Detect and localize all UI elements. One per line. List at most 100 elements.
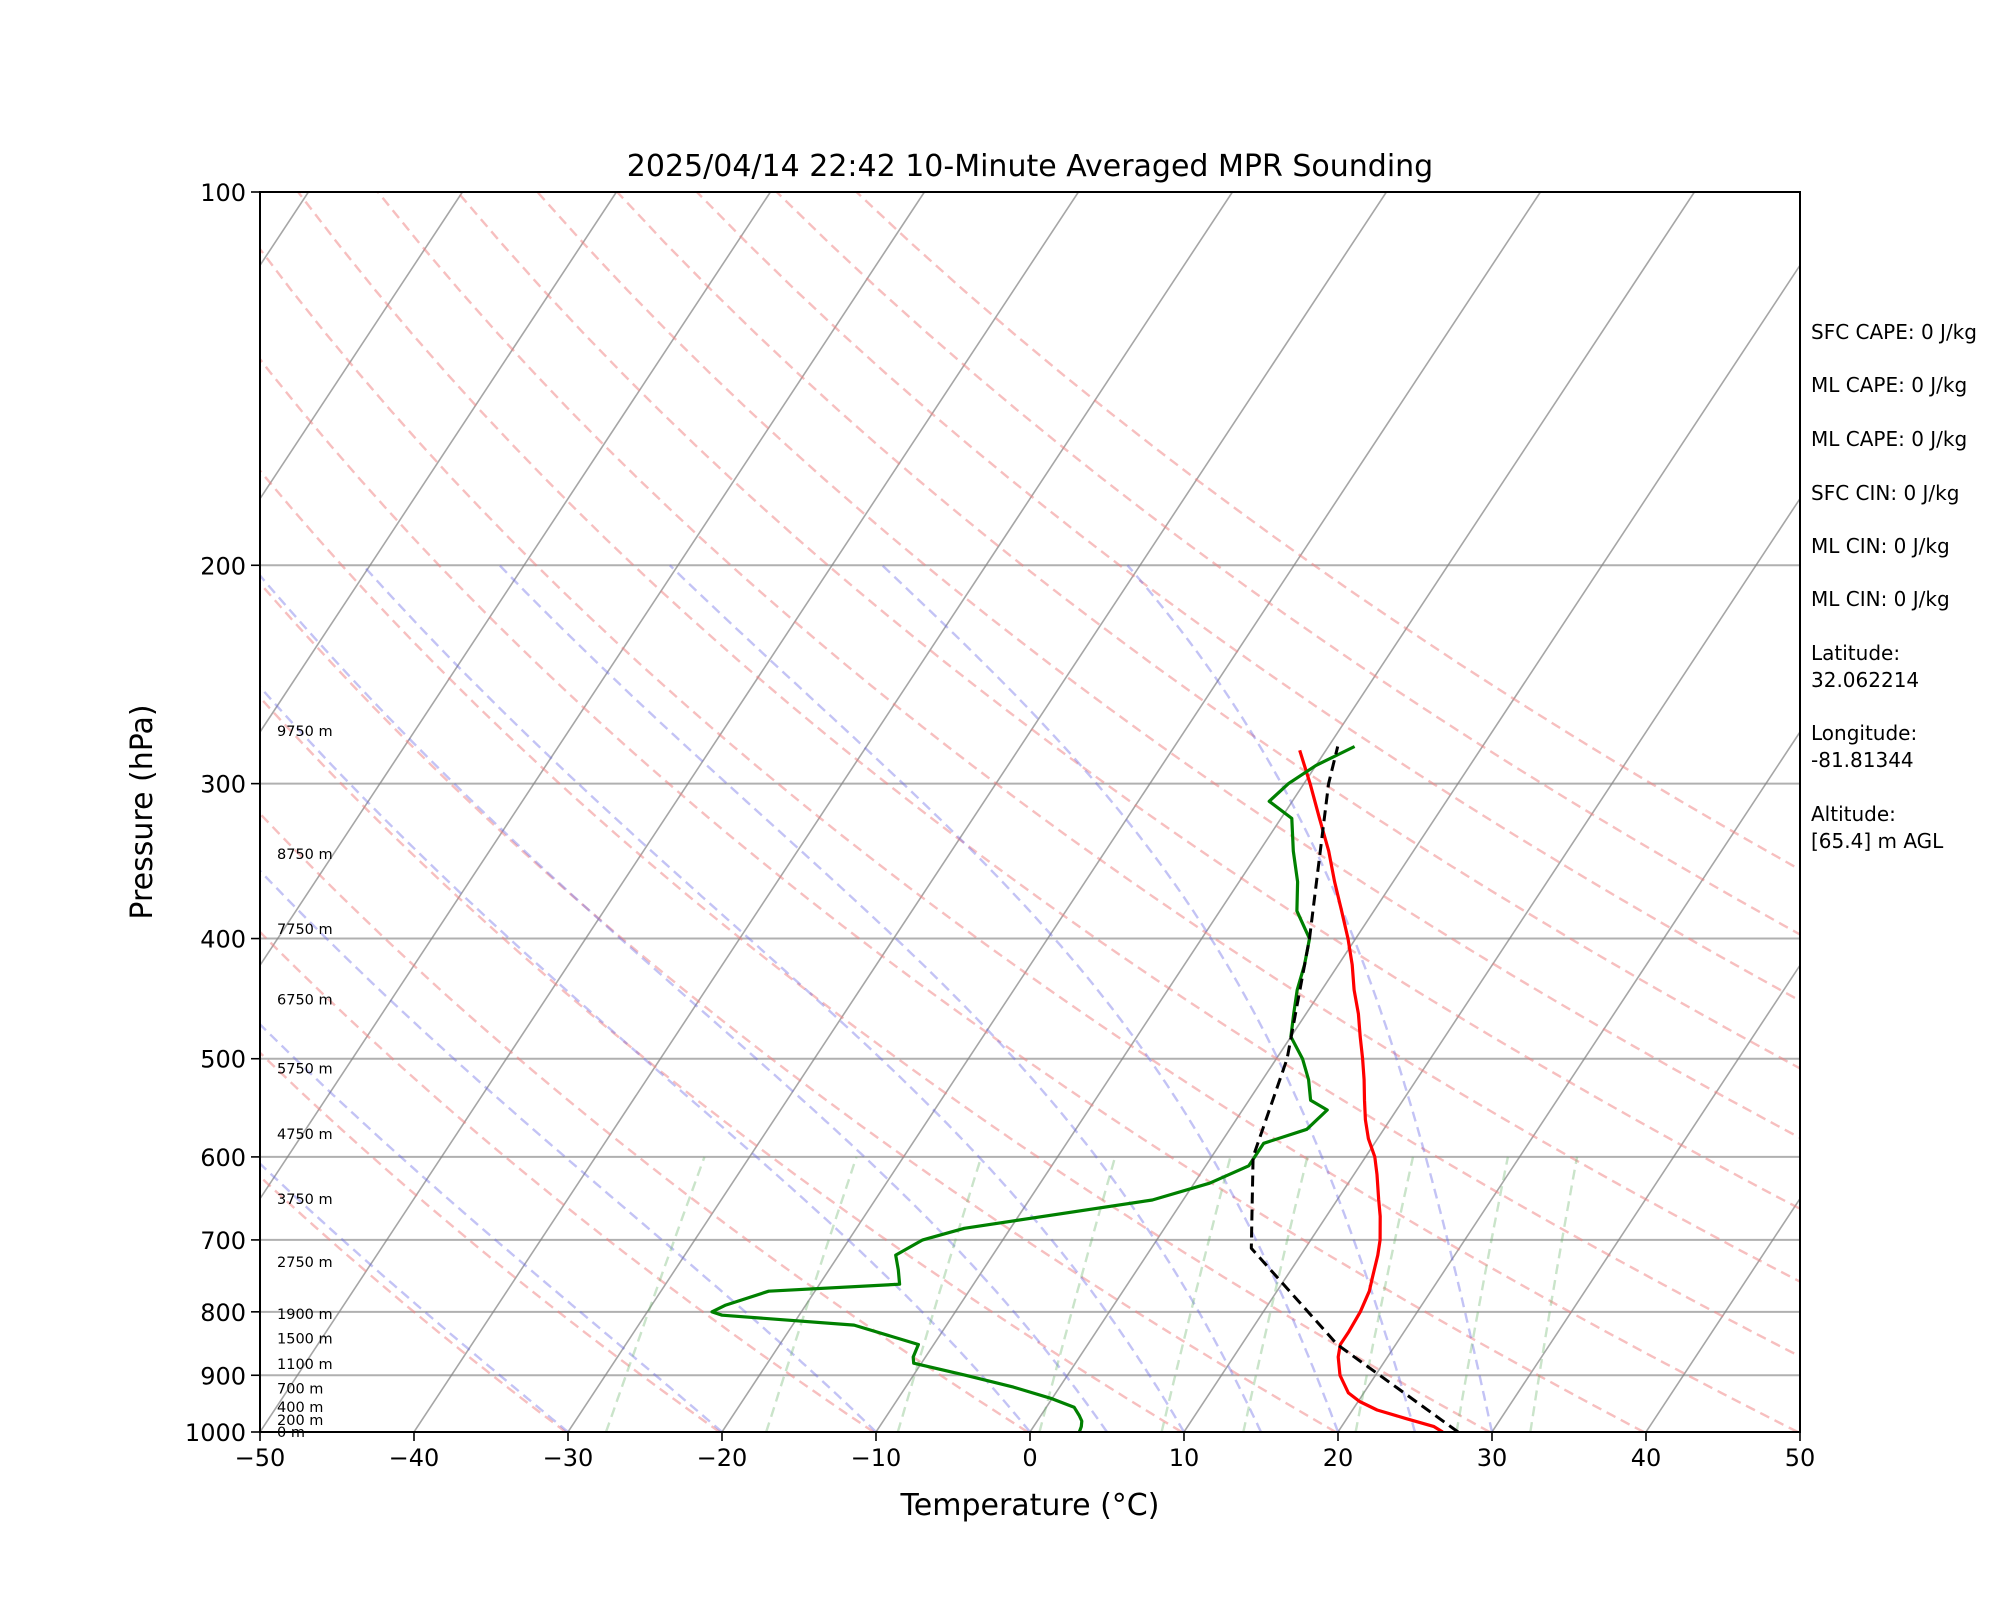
sfc-cin-text: SFC CIN: 0 J/kg [1811, 481, 1959, 505]
isotherm [413, 192, 1234, 1432]
height-label: 1100 m [277, 1357, 333, 1373]
height-label: 1900 m [277, 1307, 333, 1323]
isotherm [721, 192, 1542, 1432]
height-label: 1500 m [277, 1332, 333, 1348]
mixing-ratio-line [1160, 1156, 1232, 1432]
moist-adiabat [260, 1022, 723, 1432]
isotherm [260, 192, 772, 967]
x-tick-label: 20 [1323, 1444, 1354, 1472]
height-label: 700 m [277, 1381, 323, 1397]
moist-adiabat [498, 564, 1263, 1432]
dry-adiabat [260, 811, 1029, 1432]
axis-ticks: −50 −40 −30 −20 −10 0 10 20 30 40 50 100 200 300 400 50… [185, 179, 1815, 1472]
moist-adiabat [260, 685, 1031, 1432]
y-tick-label: 300 [200, 771, 246, 799]
isotherm [260, 192, 926, 1201]
y-tick-label: 500 [200, 1046, 246, 1074]
dry-adiabat [260, 1051, 721, 1432]
longitude-value: -81.81344 [1811, 748, 1914, 772]
x-axis-label: Temperature (°C) [900, 1488, 1160, 1523]
y-tick-label: 600 [200, 1144, 246, 1172]
dry-adiabat [376, 192, 1800, 1284]
mixing-ratio-line [604, 1156, 706, 1432]
y-tick-label: 400 [200, 926, 246, 954]
isotherm [260, 192, 464, 501]
sounding-annotations: SFC CAPE: 0 J/kg ML CAPE: 0 J/kg ML CAPE… [1811, 320, 1977, 853]
x-tick-label: −50 [235, 1444, 286, 1472]
isotherm [260, 192, 618, 734]
x-tick-label: 30 [1477, 1444, 1508, 1472]
ml-cin-text: ML CIN: 0 J/kg [1811, 534, 1950, 558]
isotherm [260, 192, 1080, 1432]
longitude-label: Longitude: [1811, 721, 1917, 745]
mixing-ratio-line [1354, 1156, 1415, 1432]
y-axis-label: Pressure (hPa) [125, 704, 160, 919]
dry-adiabat [775, 192, 1800, 936]
moist-adiabat [668, 564, 1340, 1432]
background-lines [260, 192, 1800, 1432]
moist-adiabat [362, 564, 1186, 1432]
isotherm [1645, 1197, 1800, 1432]
dry-adiabat [616, 192, 1800, 1070]
temperature-profile-line [1298, 749, 1444, 1432]
isotherm [1029, 263, 1800, 1432]
height-label: 0 m [277, 1425, 305, 1441]
ml-cin-text-2: ML CIN: 0 J/kg [1811, 587, 1950, 611]
altitude-label: Altitude: [1811, 802, 1896, 826]
latitude-label: Latitude: [1811, 641, 1900, 665]
x-tick-label: 40 [1631, 1444, 1662, 1472]
dry-adiabat [260, 468, 1491, 1432]
y-tick-label: 900 [200, 1362, 246, 1390]
dry-adiabat [456, 192, 1800, 1211]
dry-adiabat [536, 192, 1800, 1140]
dry-adiabat [260, 247, 1799, 1432]
mixing-ratio-line [1242, 1156, 1309, 1432]
y-tick-label: 100 [200, 179, 246, 207]
x-tick-label: 0 [1022, 1444, 1037, 1472]
dry-adiabat [297, 192, 1800, 1358]
x-tick-label: 50 [1785, 1444, 1816, 1472]
dry-adiabat [260, 695, 1183, 1432]
x-tick-label: −30 [543, 1444, 594, 1472]
dewpoint-profile-line [710, 745, 1356, 1432]
dry-adiabat [260, 357, 1645, 1432]
mixing-ratio-line [1529, 1156, 1579, 1432]
height-label: 400 m [277, 1400, 323, 1416]
x-tick-label: −40 [389, 1444, 440, 1472]
latitude-value: 32.062214 [1811, 668, 1919, 692]
y-tick-label: 1000 [185, 1419, 246, 1447]
x-tick-label: −10 [851, 1444, 902, 1472]
height-label: 7750 m [277, 922, 333, 938]
height-label: 2750 m [277, 1255, 333, 1271]
mixing-ratio-line [896, 1156, 983, 1432]
y-tick-label: 700 [200, 1227, 246, 1255]
dry-adiabat [260, 930, 875, 1432]
moist-adiabat [260, 1162, 569, 1432]
height-label: 9750 m [277, 724, 333, 740]
sounding-series [710, 745, 1459, 1432]
y-tick-label: 200 [200, 552, 246, 580]
x-tick-label: 10 [1169, 1444, 1200, 1472]
height-label: 3750 m [277, 1192, 333, 1208]
isotherm [1491, 963, 1800, 1432]
height-label: 8750 m [277, 847, 333, 863]
y-tick-label: 800 [200, 1299, 246, 1327]
height-label: 5750 m [277, 1061, 333, 1077]
mixing-ratio-line [1038, 1156, 1117, 1432]
isotherm [567, 192, 1388, 1432]
height-label: 200 m [277, 1413, 323, 1429]
moist-adiabat [881, 564, 1417, 1432]
ml-cape-text: ML CAPE: 0 J/kg [1811, 373, 1967, 397]
moist-adiabat [260, 573, 1108, 1432]
dry-adiabat [696, 192, 1800, 1003]
ml-cape-text-2: ML CAPE: 0 J/kg [1811, 427, 1967, 451]
mixing-ratio-line [1455, 1156, 1510, 1432]
parcel-profile-line [1249, 746, 1459, 1432]
isotherm [1337, 730, 1800, 1432]
height-label: 4750 m [277, 1127, 333, 1143]
chart-title: 2025/04/14 22:42 10-Minute Averaged MPR … [627, 149, 1433, 184]
altitude-value: [65.4] m AGL [1811, 829, 1944, 853]
